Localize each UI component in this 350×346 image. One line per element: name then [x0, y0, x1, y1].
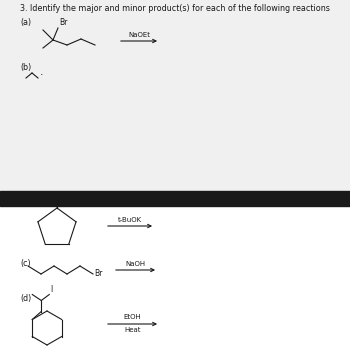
Text: 3. Identify the major and minor product(s) for each of the following reactions: 3. Identify the major and minor product(… — [20, 4, 330, 13]
Text: Heat: Heat — [124, 327, 141, 333]
Text: (b): (b) — [20, 63, 31, 72]
Bar — [0, 0, 350, 191]
Text: ·: · — [40, 70, 43, 80]
Text: EtOH: EtOH — [124, 314, 141, 320]
Bar — [0, 206, 350, 346]
Text: (c): (c) — [20, 259, 31, 268]
Text: Br: Br — [69, 191, 77, 200]
Text: NaOH: NaOH — [125, 261, 146, 267]
Text: NaOEt: NaOEt — [128, 32, 150, 38]
Bar — [0, 191, 350, 206]
Text: Br: Br — [59, 18, 67, 27]
Text: t-BuOK: t-BuOK — [118, 217, 142, 223]
Text: (a): (a) — [20, 18, 31, 27]
Text: (d): (d) — [20, 294, 31, 303]
Text: Br: Br — [94, 270, 102, 279]
Text: I: I — [50, 284, 52, 293]
